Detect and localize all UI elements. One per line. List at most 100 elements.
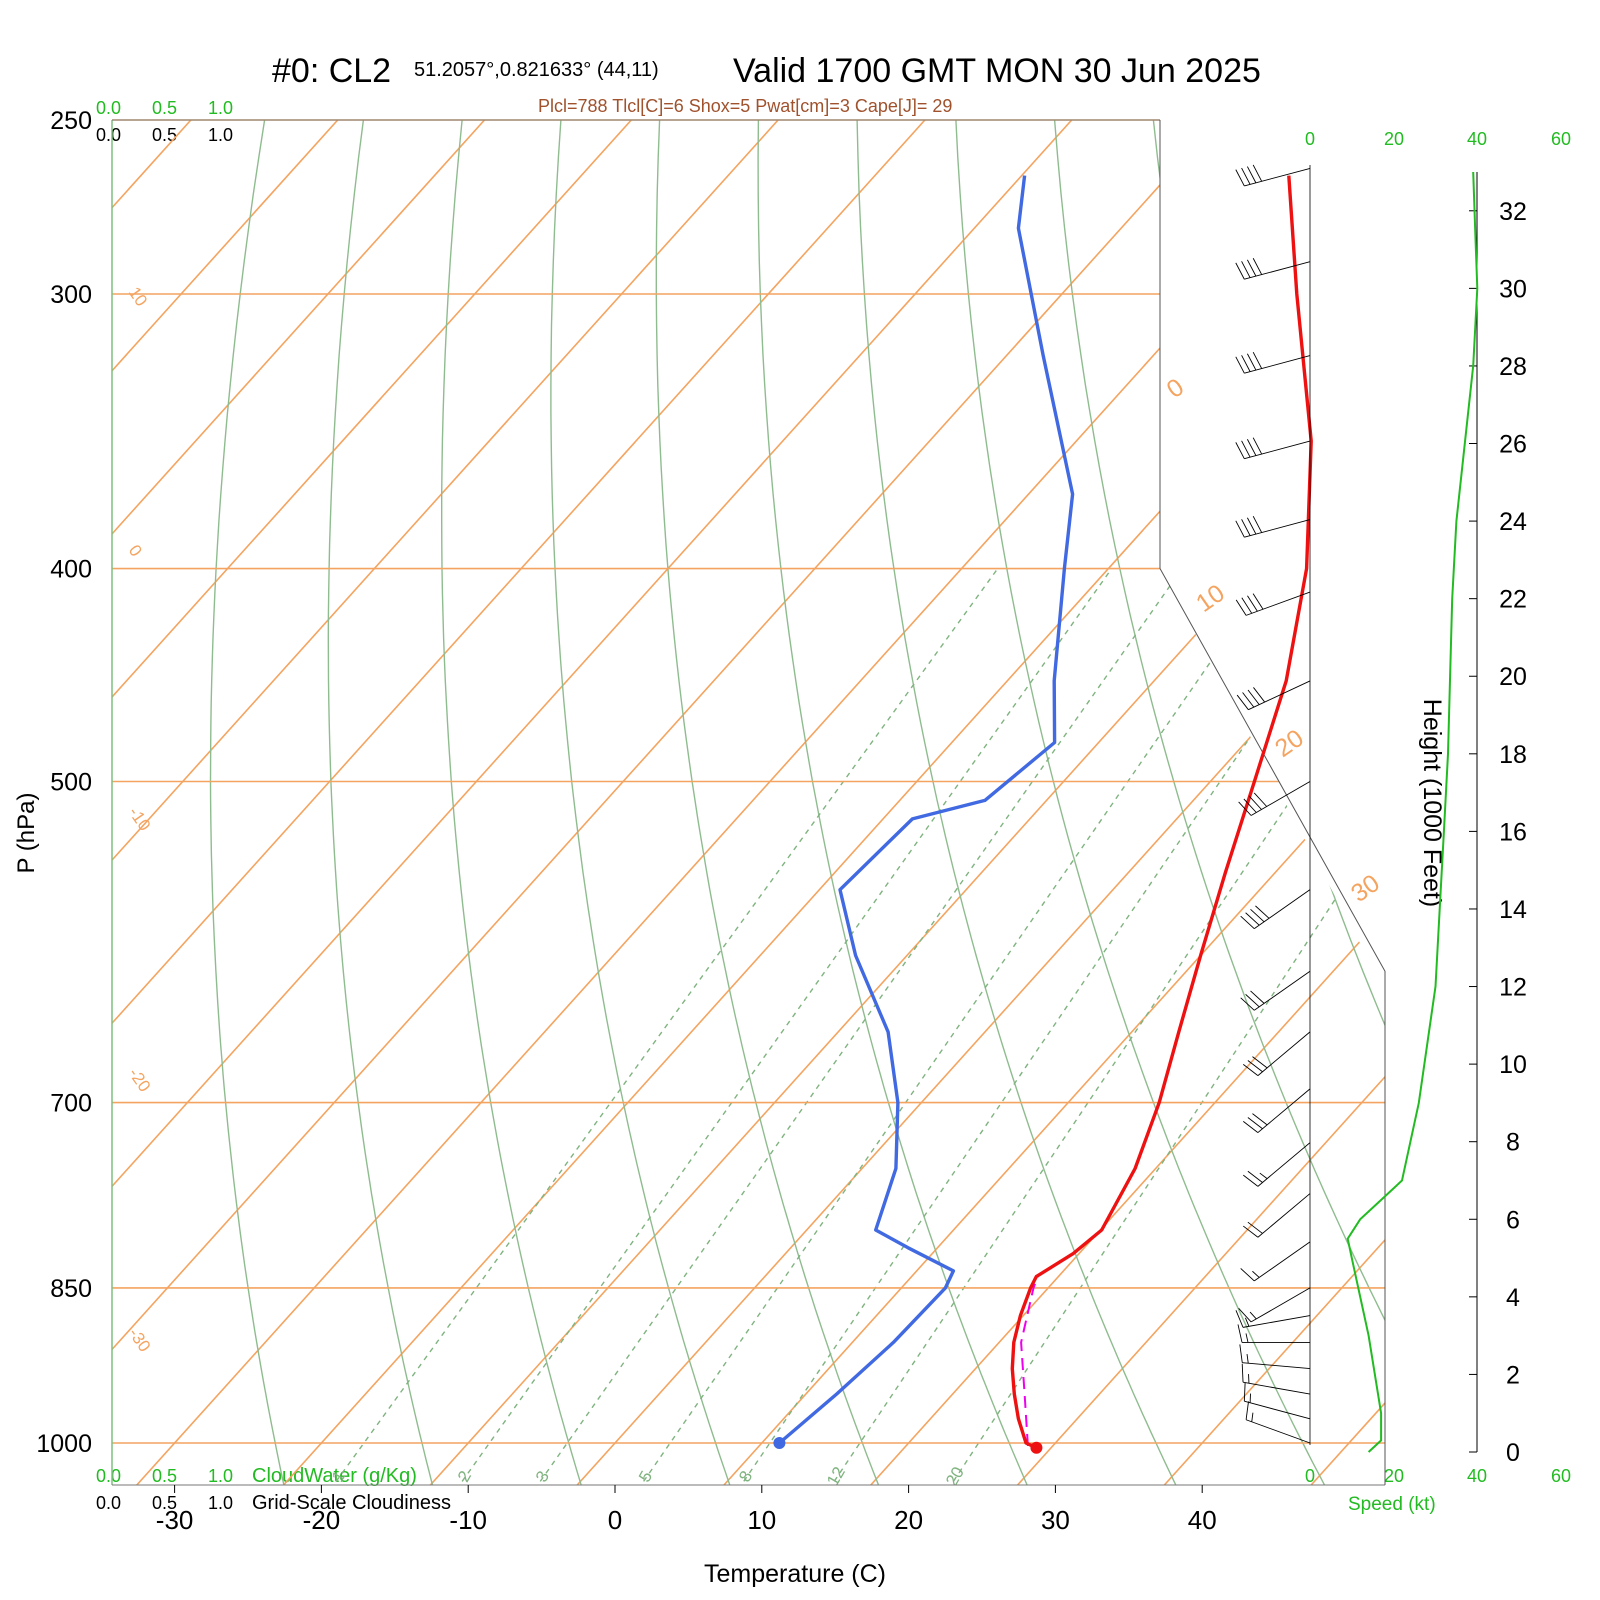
mixing-ratio-label: 3 [532, 1468, 553, 1486]
height-tick-label: 32 [1499, 198, 1527, 226]
mixing-ratio-line [737, 568, 1366, 1485]
cloud-water-scale-tick: 1.0 [208, 1466, 233, 1486]
wind-barb-feather [1243, 1064, 1259, 1076]
isotherm-label: 0 [125, 541, 146, 560]
wind-barb-staff [1245, 591, 1311, 616]
wind-barb [1241, 1363, 1311, 1395]
wind-barb-feather [1240, 997, 1255, 1011]
wind-barb-feather [1252, 593, 1264, 610]
mixing-ratio-label: 5 [635, 1468, 656, 1486]
pressure-tick-label: 300 [50, 281, 92, 309]
height-tick-label: 28 [1499, 353, 1527, 381]
wind-barb-feather [1242, 692, 1255, 708]
parcel-path-line [1020, 1276, 1039, 1446]
wind-barb-feather [1243, 798, 1257, 813]
wind-barb-feather [1246, 166, 1257, 184]
cloud-water-scale-tick: 0.0 [96, 98, 121, 118]
wind-barb-half-feather [1252, 1270, 1260, 1278]
wind-barb-feather [1248, 795, 1262, 810]
dry-adiabat-line [209, 120, 286, 1485]
height-tick-label: 20 [1499, 663, 1527, 691]
wind-barb-staff [1242, 1315, 1311, 1328]
wind-barb-staff [1254, 889, 1311, 930]
plot-frame [111, 119, 1386, 1486]
wind-barb-feather [1246, 353, 1257, 371]
cloud-water-scale-tick: 0.0 [96, 1466, 121, 1486]
wind-barb [1238, 1287, 1311, 1323]
wind-barb-feather [1236, 694, 1249, 710]
pressure-tick-label: 250 [50, 107, 92, 135]
wind-barb-half-feather [1259, 1172, 1268, 1180]
mixing-ratio-line [533, 568, 1183, 1485]
wind-barb [1243, 1088, 1311, 1133]
wind-barb [1240, 1241, 1311, 1282]
wind-barb-feather [1247, 1060, 1263, 1073]
wind-barb [1237, 1324, 1310, 1343]
x-tick-label: 20 [894, 1505, 923, 1535]
isotherm-line [278, 120, 1385, 1485]
cloud-water-scale-tick: 0.5 [152, 98, 177, 118]
height-tick-label: 30 [1499, 275, 1527, 303]
wind-barb-feather [1245, 994, 1260, 1008]
wind-barb-staff [1244, 1400, 1311, 1420]
dewpoint-profile-line [778, 175, 1075, 1445]
speed-tick: 60 [1551, 1466, 1571, 1486]
wind-barb-staff [1254, 1241, 1311, 1282]
wind-barb-staff [1250, 781, 1311, 816]
wind-barb-feather [1252, 164, 1263, 182]
x-tick-label: 30 [1041, 1505, 1070, 1535]
wind-barb-feather [1241, 440, 1251, 458]
wind-barb-feather [1245, 1401, 1249, 1420]
mixing-ratio-line [455, 568, 1113, 1485]
wind-barb-feather [1243, 1382, 1246, 1402]
wind-barb [1238, 781, 1311, 816]
x-tick-label: -10 [449, 1505, 487, 1535]
isotherm-line [1306, 120, 1385, 1485]
mixing-ratio-line [637, 568, 1276, 1485]
wind-barb-feather [1246, 517, 1257, 535]
height-tick-label: 2 [1506, 1361, 1520, 1389]
wind-barb-feather [1245, 912, 1260, 926]
wind-barb [1235, 437, 1311, 460]
isotherm-line [866, 120, 1385, 1485]
pressure-tick-label: 700 [50, 1090, 92, 1118]
speed-axis-label: Speed (kt) [1348, 1494, 1436, 1515]
pressure-tick-label: 850 [50, 1275, 92, 1303]
isotherm-label: 20 [1270, 724, 1309, 763]
wind-barb-half-feather [1246, 1353, 1249, 1364]
cloud-scale-bottom: 0.0 0.5 1.0 CloudWater (g/Kg) 0.0 0.5 1.… [96, 1465, 451, 1514]
wind-barb-feather [1241, 355, 1251, 372]
isotherm-line [112, 120, 926, 1485]
speed-tick: 0 [1305, 1466, 1315, 1486]
wind-barb-feather [1241, 519, 1251, 536]
cloud-water-label: CloudWater (g/Kg) [252, 1465, 417, 1487]
valid-time: Valid 1700 GMT MON 30 Jun 2025 [733, 52, 1261, 90]
wind-barb [1243, 1142, 1311, 1187]
wind-barb-feather [1238, 1308, 1252, 1323]
surface-dewpoint-dot [773, 1437, 786, 1449]
wind-barb [1243, 1193, 1311, 1238]
wind-barb-feather [1235, 1310, 1244, 1328]
mixing-ratio-label: 8 [735, 1468, 756, 1486]
mixing-ratio-label: 20 [942, 1464, 968, 1490]
isotherm-label: 0 [1162, 373, 1189, 404]
height-tick-label: 4 [1506, 1284, 1520, 1312]
wind-barb-staff [1257, 1193, 1311, 1238]
speed-tick: 0 [1305, 129, 1315, 149]
height-tick-label: 14 [1499, 896, 1527, 924]
chart-title: #0: CL2 [272, 52, 391, 90]
wind-barb-feather [1241, 1363, 1244, 1383]
dry-adiabat-line [856, 120, 1179, 1485]
wind-barb-feather [1235, 442, 1245, 459]
wind-barb-staff [1245, 1419, 1311, 1444]
isotherm-label: 10 [1191, 579, 1230, 618]
wind-barb-staff [1242, 1381, 1311, 1395]
wind-barb [1243, 1382, 1311, 1420]
wind-barb-feather [1241, 597, 1253, 614]
isotherm-line [112, 120, 779, 1485]
wind-barb-staff [1248, 680, 1311, 711]
height-tick-label: 24 [1499, 508, 1527, 536]
wind-barb [1240, 889, 1311, 930]
wind-barb [1236, 680, 1311, 711]
wind-barb [1235, 591, 1311, 616]
